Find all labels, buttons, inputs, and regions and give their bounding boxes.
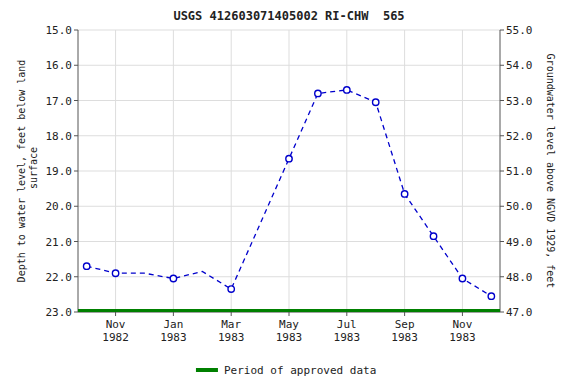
grid: [78, 30, 500, 312]
text-line: 1983: [449, 331, 476, 344]
tick-label-y: 20.0: [46, 200, 73, 213]
tick-y: [74, 135, 78, 136]
tick-label-y2: 48.0: [506, 271, 533, 284]
point-marker: [228, 286, 234, 292]
text-line: Sep: [395, 318, 415, 331]
tick-label-y2: 53.0: [506, 95, 533, 108]
tick-label-y2: 50.0: [506, 200, 533, 213]
text-line: Depth to water level, feet below land: [16, 60, 27, 283]
text-line: 1982: [102, 331, 129, 344]
point-marker: [83, 263, 89, 269]
text-line: surface: [28, 147, 39, 195]
tick-y2: [500, 30, 504, 31]
tick-label-x: Sep1983: [391, 318, 418, 344]
text-line: 1983: [276, 331, 303, 344]
tick-label-y: 17.0: [46, 95, 73, 108]
tick-label-y2: 54.0: [506, 59, 533, 72]
text-line: Jul: [337, 318, 357, 331]
text-line: 1983: [334, 331, 361, 344]
grid-line-x: [289, 30, 290, 312]
tick-label-y2: 51.0: [506, 165, 533, 178]
text-line: Nov: [106, 318, 126, 331]
grid-line-x: [346, 30, 347, 312]
tick-label-y: 21.0: [46, 236, 73, 249]
tick-y: [74, 206, 78, 207]
tick-label-y2: 47.0: [506, 306, 533, 319]
text-line: Mar: [221, 318, 241, 331]
text-line: 1983: [391, 331, 418, 344]
tick-x: [115, 312, 116, 316]
tick-y: [74, 276, 78, 277]
tick-y: [74, 100, 78, 101]
point-marker: [401, 191, 407, 197]
tick-y2: [500, 135, 504, 136]
tick-y: [74, 30, 78, 31]
tick-label-y2: 49.0: [506, 236, 533, 249]
tick-x: [462, 312, 463, 316]
text-line: Jan: [163, 318, 183, 331]
text-line: 1983: [160, 331, 187, 344]
tick-y: [74, 312, 78, 313]
point-marker: [373, 99, 379, 105]
legend-label: Period of approved data: [224, 364, 376, 377]
tick-label-y: 18.0: [46, 130, 73, 143]
chart: 15.0 16.0 17.0 18.0 19.0 20.0 21.0 22.0 23.0 55.0…: [0, 0, 576, 384]
tick-label-x: Nov1982: [102, 318, 129, 344]
point-marker: [459, 275, 465, 281]
tick-label-y: 23.0: [46, 306, 73, 319]
grid-line-x: [173, 30, 174, 312]
y2-axis-label: Groundwater level above NGVD 1929, feet: [545, 54, 556, 289]
point-marker: [112, 270, 118, 276]
grid-line-x: [404, 30, 405, 312]
tick-label-x: Mar1983: [218, 318, 245, 344]
text-line: 1983: [218, 331, 245, 344]
axes: 15.0 16.0 17.0 18.0 19.0 20.0 21.0 22.0 23.0 55.0…: [16, 24, 556, 344]
tick-label-x: Jan1983: [160, 318, 187, 344]
tick-label-x: Jul1983: [334, 318, 361, 344]
point-marker: [315, 90, 321, 96]
legend-swatch: [196, 368, 218, 372]
text-line: Nov: [452, 318, 472, 331]
tick-x: [346, 312, 347, 316]
hline: [78, 309, 500, 312]
series-line: [87, 90, 492, 296]
text-line: Groundwater level above NGVD 1929, feet: [545, 54, 556, 289]
tick-x: [173, 312, 174, 316]
tick-y2: [500, 312, 504, 313]
tick-y2: [500, 65, 504, 66]
tick-y: [74, 241, 78, 242]
tick-x: [289, 312, 290, 316]
tick-x: [231, 312, 232, 316]
tick-label-x: May1983: [276, 318, 303, 344]
tick-y2: [500, 100, 504, 101]
legend: Period of approved data: [196, 364, 376, 377]
point-marker: [430, 233, 436, 239]
text-line: May: [279, 318, 299, 331]
tick-label-y: 16.0: [46, 59, 73, 72]
point-marker: [488, 293, 494, 299]
tick-label-y: 19.0: [46, 165, 73, 178]
tick-label-y: 22.0: [46, 271, 73, 284]
plot-data: [78, 87, 500, 312]
tick-y2: [500, 276, 504, 277]
tick-y2: [500, 206, 504, 207]
tick-y2: [500, 241, 504, 242]
y-axis-label: Depth to water level, feet below land su…: [16, 60, 39, 283]
point-marker: [170, 275, 176, 281]
tick-x: [404, 312, 405, 316]
tick-label-y2: 52.0: [506, 130, 533, 143]
tick-y: [74, 171, 78, 172]
tick-y2: [500, 171, 504, 172]
grid-line-x: [231, 30, 232, 312]
tick-label-y: 15.0: [46, 24, 73, 37]
tick-y: [74, 65, 78, 66]
tick-label-x: Nov1983: [449, 318, 476, 344]
grid-line-x: [462, 30, 463, 312]
tick-label-y2: 55.0: [506, 24, 533, 37]
point-marker: [344, 87, 350, 93]
point-marker: [286, 155, 292, 161]
title: USGS 412603071405002 RI-CHW 565: [173, 9, 404, 23]
